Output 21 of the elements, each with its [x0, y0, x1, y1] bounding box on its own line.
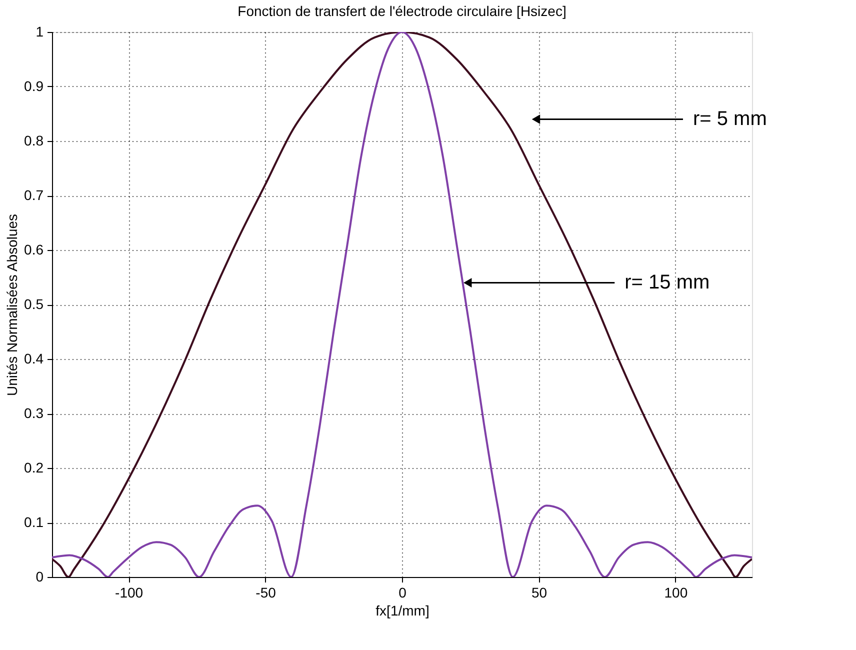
- y-tick-label: 0: [36, 568, 44, 584]
- y-axis-title: Unités Normalisées Absolues: [4, 214, 20, 396]
- y-tick-label: 0.7: [24, 187, 44, 203]
- x-tick-label: -50: [256, 584, 276, 600]
- x-tick-label: 100: [664, 584, 688, 600]
- annotation: r= 5 mm: [692, 108, 767, 130]
- y-tick-label: 1: [36, 24, 44, 40]
- x-axis-title: fx[1/mm]: [376, 602, 430, 618]
- y-tick-label: 0.6: [24, 242, 44, 258]
- x-tick-label: 50: [531, 584, 548, 600]
- chart-title: Fonction de transfert de l'électrode circulaire [Hsizec]: [238, 3, 566, 19]
- y-tick-label: 0.9: [24, 78, 44, 94]
- y-tick-label: 0.2: [24, 460, 44, 476]
- y-tick-label: 0.5: [24, 296, 44, 312]
- x-tick-label: 0: [398, 584, 407, 600]
- annotation: r= 15 mm: [624, 272, 710, 294]
- y-tick-label: 0.4: [24, 350, 44, 366]
- y-tick-label: 0.1: [24, 514, 44, 530]
- y-tick-label: 0.3: [24, 405, 44, 421]
- x-tick-label: -100: [115, 584, 144, 600]
- y-tick-label: 0.8: [24, 132, 44, 148]
